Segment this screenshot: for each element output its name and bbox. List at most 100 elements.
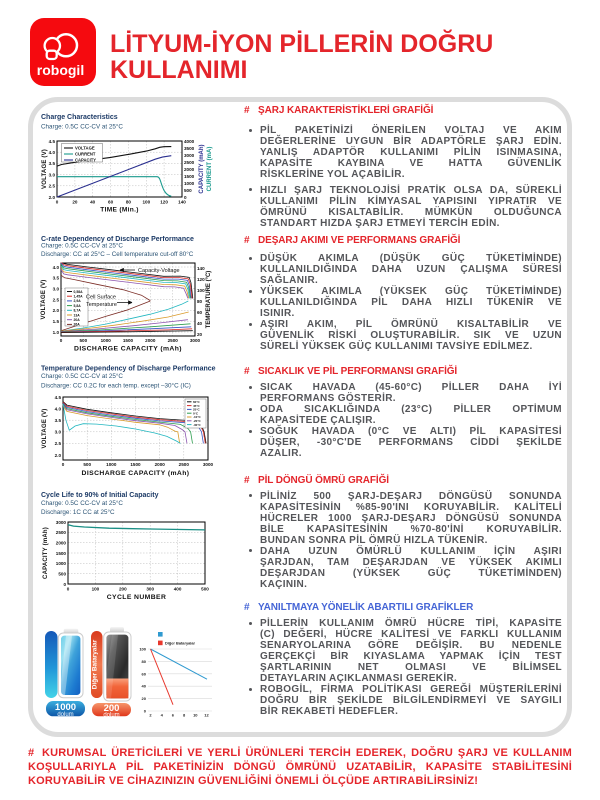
svg-text:2500: 2500 (168, 338, 179, 343)
svg-text:3.5: 3.5 (53, 276, 60, 281)
svg-text:3500: 3500 (184, 146, 195, 151)
svg-text:4.0: 4.0 (55, 406, 62, 411)
svg-text:1500: 1500 (130, 462, 141, 467)
svg-text:TEMPERATURE (°C): TEMPERATURE (°C) (206, 271, 212, 329)
svg-text:80: 80 (142, 659, 147, 664)
svg-text:0: 0 (67, 587, 70, 592)
svg-text:500: 500 (184, 188, 192, 193)
svg-text:2.5: 2.5 (55, 441, 62, 446)
svg-text:20: 20 (142, 696, 147, 701)
svg-text:2500: 2500 (184, 160, 195, 165)
svg-text:1000: 1000 (56, 561, 67, 566)
svg-text:4: 4 (161, 713, 164, 718)
svg-text:25°C: 25°C (193, 408, 201, 412)
svg-text:400: 400 (174, 587, 182, 592)
svg-text:Temperature: Temperature (86, 302, 117, 308)
svg-text:DISCHARGE CAPACITY (mAh): DISCHARGE CAPACITY (mAh) (74, 346, 182, 353)
svg-text:500: 500 (201, 587, 209, 592)
svg-text:0: 0 (144, 709, 147, 714)
svg-text:120: 120 (197, 277, 205, 282)
svg-text:8,7A: 8,7A (74, 309, 82, 313)
svg-text:1500: 1500 (56, 551, 67, 556)
svg-text:DISCHARGE CAPACITY (mAh): DISCHARGE CAPACITY (mAh) (82, 470, 190, 477)
svg-text:1500: 1500 (184, 174, 195, 179)
svg-text:20A: 20A (74, 318, 81, 322)
svg-text:4.5: 4.5 (55, 395, 62, 400)
svg-text:12: 12 (204, 713, 209, 718)
svg-text:100: 100 (139, 647, 146, 652)
svg-text:20: 20 (72, 200, 78, 205)
svg-text:Diğer Bataryalar: Diğer Bataryalar (165, 641, 196, 646)
svg-text:0: 0 (62, 462, 65, 467)
svg-text:Cycle Life to 90% of Initial C: Cycle Life to 90% of Initial Capacity (41, 492, 159, 499)
svg-text:dolum: dolum (57, 712, 73, 718)
svg-text:2000: 2000 (56, 541, 67, 546)
svg-text:500: 500 (83, 462, 91, 467)
svg-text:3000: 3000 (190, 338, 201, 343)
svg-text:1,45A: 1,45A (74, 295, 84, 299)
svg-text:1000: 1000 (106, 462, 117, 467)
svg-text:2000: 2000 (155, 462, 166, 467)
svg-text:3000: 3000 (56, 520, 67, 525)
svg-text:100: 100 (92, 587, 100, 592)
svg-text:3.5: 3.5 (49, 161, 56, 166)
svg-text:2.5: 2.5 (49, 184, 56, 189)
svg-text:100: 100 (197, 288, 205, 293)
svg-text:1000: 1000 (101, 338, 112, 343)
svg-text:-30°C: -30°C (193, 423, 202, 427)
svg-text:1000: 1000 (55, 702, 76, 713)
svg-text:13A: 13A (74, 313, 81, 317)
svg-text:0: 0 (56, 200, 59, 205)
svg-text:40: 40 (90, 200, 96, 205)
svg-text:0°C: 0°C (193, 411, 199, 415)
svg-text:3.0: 3.0 (55, 430, 62, 435)
svg-text:8: 8 (183, 713, 186, 718)
svg-text:40: 40 (142, 684, 147, 689)
svg-text:CURRENT: CURRENT (75, 152, 96, 157)
svg-text:60: 60 (197, 310, 203, 315)
svg-text:60: 60 (142, 671, 147, 676)
svg-text:VOLTAGE (V): VOLTAGE (V) (41, 280, 47, 320)
svg-text:2.0: 2.0 (53, 308, 60, 313)
svg-text:4.5: 4.5 (49, 139, 56, 144)
svg-text:6: 6 (172, 713, 175, 718)
svg-text:CAPACITY: CAPACITY (75, 158, 96, 163)
svg-text:Cell Surface: Cell Surface (86, 295, 116, 301)
svg-text:VOLTAGE (V): VOLTAGE (V) (42, 149, 48, 189)
svg-text:Charge: 0.5C CC-CV at 25°C: Charge: 0.5C CC-CV at 25°C (41, 123, 123, 131)
svg-text:2000: 2000 (184, 167, 195, 172)
svg-text:500: 500 (58, 572, 66, 577)
svg-text:dolum: dolum (103, 713, 119, 719)
svg-text:Capacity-Voltage: Capacity-Voltage (138, 268, 180, 274)
svg-text:140: 140 (178, 200, 186, 205)
svg-text:80: 80 (126, 200, 132, 205)
svg-text:10: 10 (193, 713, 198, 718)
svg-text:2,9A: 2,9A (74, 299, 82, 303)
svg-text:Charge: 0.5C CC-CV at 25°C: Charge: 0.5C CC-CV at 25°C (41, 242, 123, 250)
svg-text:robogil: robogil (37, 62, 84, 78)
svg-text:1000: 1000 (184, 181, 195, 186)
svg-text:3.5: 3.5 (55, 418, 62, 423)
svg-text:3.0: 3.0 (49, 172, 56, 177)
svg-text:-10°C: -10°C (193, 415, 202, 419)
svg-text:TIME (Min.): TIME (Min.) (100, 207, 138, 214)
svg-text:1.5: 1.5 (53, 319, 60, 324)
svg-text:Charge: 0.5C CC-CV at 25°C: Charge: 0.5C CC-CV at 25°C (41, 499, 123, 507)
svg-text:2.0: 2.0 (49, 195, 56, 200)
svg-text:VOLTAGE: VOLTAGE (75, 146, 95, 151)
svg-text:2000: 2000 (145, 338, 156, 343)
svg-text:120: 120 (160, 200, 168, 205)
svg-text:4.0: 4.0 (49, 150, 56, 155)
svg-text:80: 80 (197, 299, 203, 304)
svg-text:C-rate Dependency of Discharge: C-rate Dependency of Discharge Performan… (41, 236, 194, 243)
svg-text:-20°C: -20°C (193, 419, 202, 423)
svg-text:40: 40 (197, 321, 203, 326)
svg-text:CAPACITY (mAh): CAPACITY (mAh) (43, 527, 49, 579)
svg-text:20: 20 (197, 332, 203, 337)
svg-text:200: 200 (119, 587, 127, 592)
svg-text:0,58A: 0,58A (74, 290, 84, 294)
svg-text:500: 500 (79, 338, 87, 343)
svg-text:300: 300 (146, 587, 154, 592)
svg-text:140: 140 (197, 266, 205, 271)
svg-text:CYCLE NUMBER: CYCLE NUMBER (107, 594, 167, 601)
